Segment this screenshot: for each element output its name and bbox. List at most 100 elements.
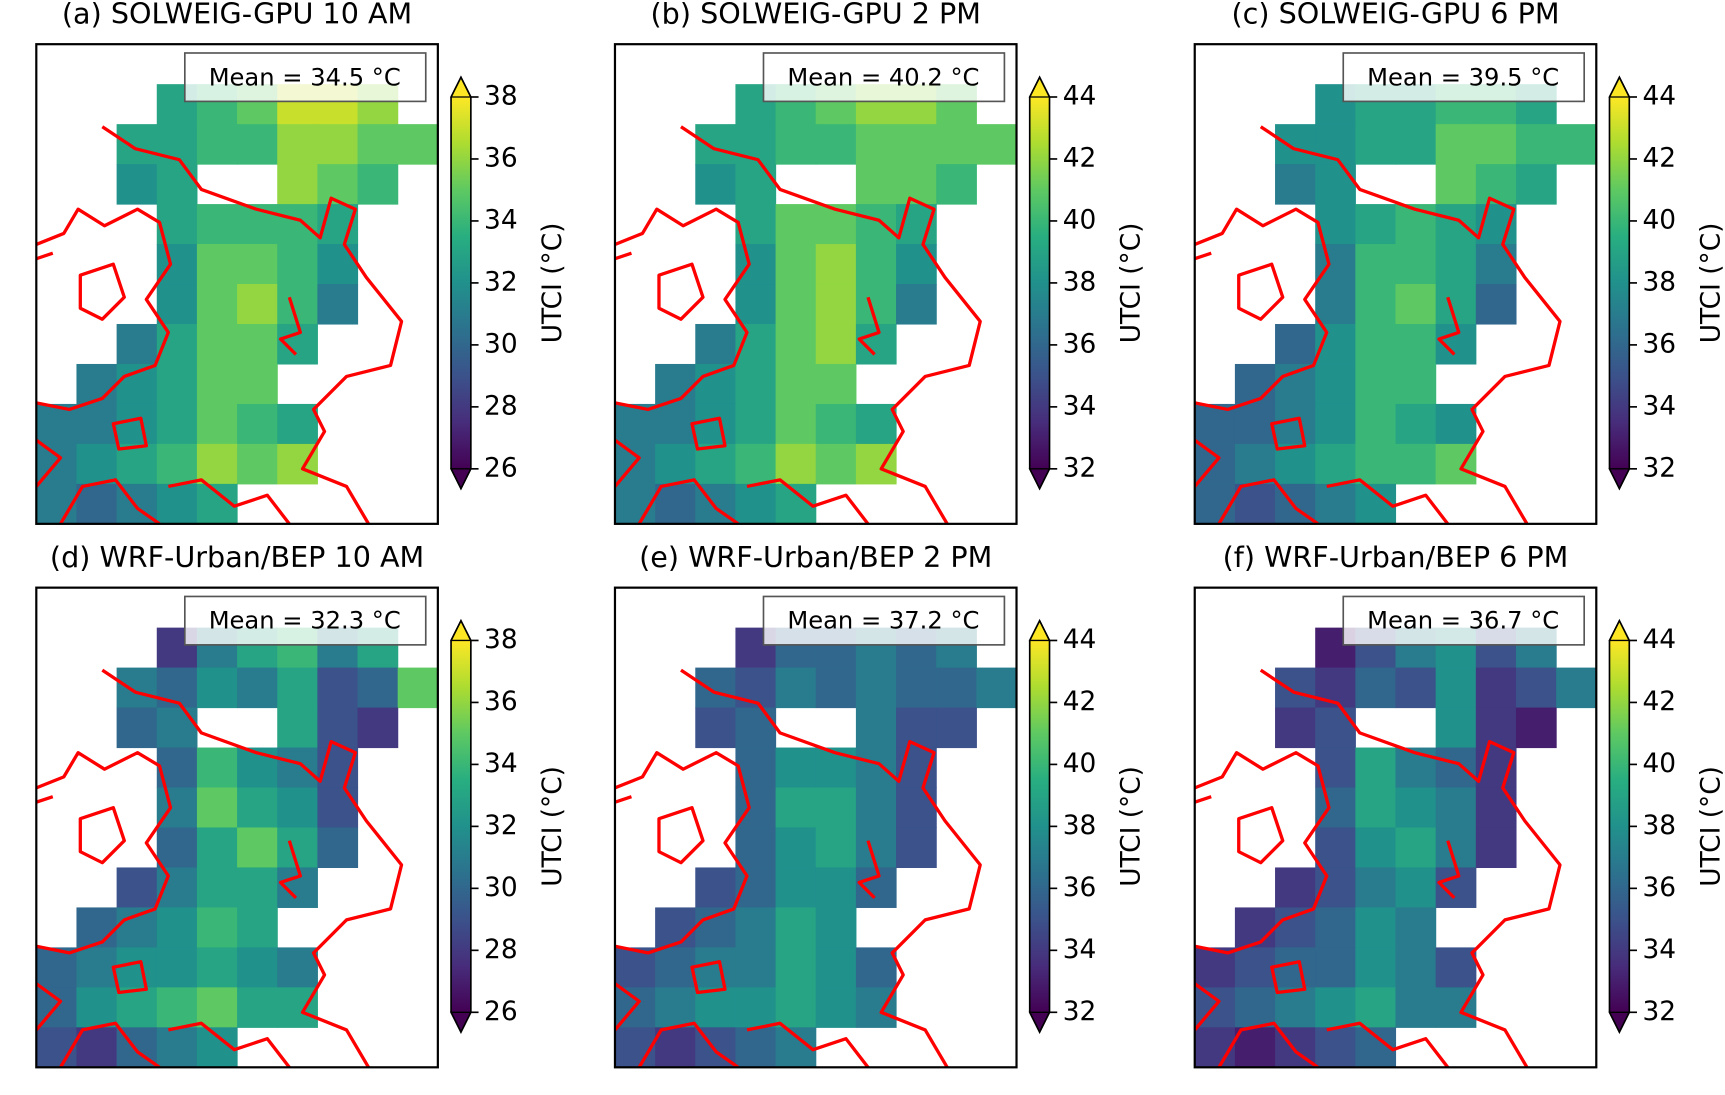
colorbar-tick-label: 34 [484, 204, 518, 235]
cell [815, 403, 857, 445]
cell [1395, 443, 1437, 485]
cell [855, 667, 897, 709]
cell [277, 204, 318, 245]
cell [936, 164, 977, 205]
cell [1355, 204, 1397, 245]
cell [1435, 707, 1477, 749]
map-frame [1193, 586, 1598, 1069]
cell [156, 827, 198, 869]
cell [237, 827, 278, 869]
cell [1355, 987, 1397, 1028]
cell [695, 867, 736, 908]
cell [735, 403, 777, 445]
cell [237, 987, 278, 1028]
cell [1234, 987, 1276, 1028]
colorbar [451, 96, 471, 469]
cell [855, 403, 897, 445]
cell [1315, 707, 1356, 749]
colorbar-tick-label: 32 [1642, 996, 1676, 1027]
cell [1435, 667, 1477, 709]
cell [1355, 323, 1397, 365]
colorbar-tick-label: 34 [484, 748, 518, 779]
cell [775, 403, 817, 445]
panel: (f) WRF-Urban/BEP 6 PM Mean = 36.7 °C 32 34… [1193, 540, 1725, 1069]
annotation: Mean = 32.3 °C [209, 607, 401, 635]
cell [1395, 667, 1437, 709]
panel-title: (d) WRF-Urban/BEP 10 AM [50, 540, 424, 574]
cell [1395, 284, 1437, 325]
colorbar-extend-max [449, 75, 472, 98]
cell [1315, 284, 1356, 325]
cell [317, 827, 359, 869]
cell [1275, 363, 1316, 405]
colorbar-extend-min [1608, 468, 1631, 491]
cell [76, 363, 118, 405]
cell [695, 907, 736, 948]
colorbar-tick-label: 40 [1063, 748, 1097, 779]
cell [775, 204, 817, 245]
cell [855, 124, 897, 165]
heatmap [36, 84, 438, 524]
cell [655, 907, 696, 948]
cell [1475, 707, 1517, 749]
colorbar-tick-label: 38 [1063, 810, 1097, 841]
cell [695, 403, 736, 445]
cell [196, 667, 238, 709]
colorbar-tick-label: 32 [484, 810, 518, 841]
cell [116, 947, 158, 988]
cell [277, 747, 318, 789]
cell [735, 987, 777, 1028]
cell [855, 707, 897, 749]
cell [1355, 827, 1397, 869]
cell [277, 323, 318, 365]
colorbar-tick-label: 30 [484, 872, 518, 903]
colorbar-tick-label: 44 [1063, 80, 1097, 111]
cell [317, 124, 359, 165]
cell [815, 323, 857, 365]
colorbar-tick-label: 40 [1063, 204, 1097, 235]
cell [156, 164, 198, 205]
cell [237, 244, 278, 285]
colorbar [1609, 96, 1630, 469]
cell [116, 323, 158, 365]
cell [277, 867, 318, 908]
cell [1355, 947, 1397, 988]
cell [196, 867, 238, 908]
cell [196, 363, 238, 405]
colorbar-tick-label: 26 [484, 452, 518, 483]
cell [237, 787, 278, 829]
cell [855, 204, 897, 245]
colorbar-extend-min [449, 468, 472, 491]
colorbar-tick-label: 38 [484, 80, 518, 111]
cell [1275, 443, 1316, 485]
cell [1395, 867, 1437, 908]
cell [1435, 987, 1477, 1028]
cell [1315, 1027, 1356, 1068]
cell [655, 1027, 696, 1068]
colorbar-tick-label: 40 [1642, 204, 1676, 235]
cell [775, 947, 817, 988]
colorbar-tick-label: 26 [484, 996, 518, 1027]
cell [116, 707, 158, 749]
map-frame [1193, 43, 1598, 525]
colorbar-extend-min [1028, 468, 1051, 491]
cell [116, 164, 158, 205]
cell [695, 164, 736, 205]
cell [116, 403, 158, 445]
cell [196, 443, 238, 485]
cell [1435, 443, 1477, 485]
map-frame [613, 586, 1018, 1069]
cell [1475, 284, 1517, 325]
cell [735, 1027, 777, 1068]
heatmap [1194, 627, 1597, 1068]
panel-title: (b) SOLWEIG-GPU 2 PM [651, 0, 981, 31]
cell [655, 363, 696, 405]
cell [1435, 403, 1477, 445]
cell [1556, 667, 1597, 709]
cell [775, 667, 817, 709]
cell [1315, 443, 1356, 485]
cell [815, 443, 857, 485]
cell [775, 443, 817, 485]
cell [196, 284, 238, 325]
cell [237, 403, 278, 445]
